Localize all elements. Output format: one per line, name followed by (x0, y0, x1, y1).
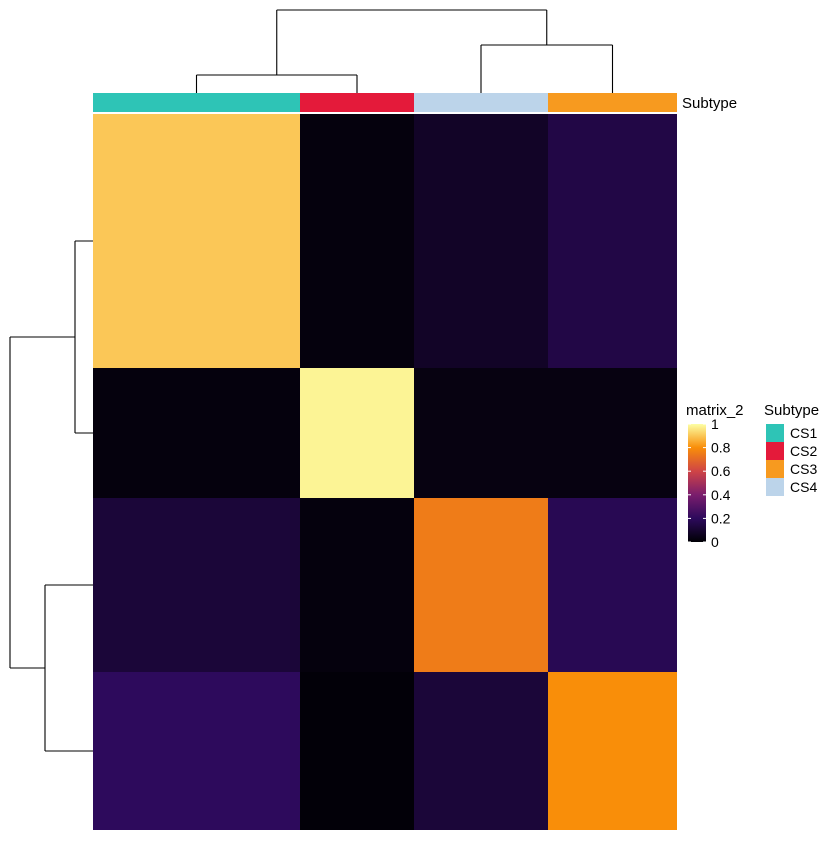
color-legend-tick-label: 0.4 (711, 487, 731, 503)
color-legend-title: matrix_2 (686, 402, 744, 419)
color-legend-tick-label: 0.2 (711, 510, 731, 526)
legend-swatch-cs1 (766, 424, 784, 442)
heatmap-cell-cs1-cs2 (300, 114, 414, 368)
annotation-segment-cs2 (300, 93, 414, 112)
legend-label-cs3: CS3 (790, 461, 817, 477)
heatmap-cell-cs2-cs3 (548, 368, 677, 498)
color-legend-tick-label: 0.8 (711, 440, 731, 456)
heatmap-cell-cs3-cs2 (300, 672, 414, 830)
annotation-segment-cs4 (414, 93, 548, 112)
subtype-legend-title: Subtype (764, 402, 819, 419)
legend-swatch-cs3 (766, 460, 784, 478)
row-dendrogram (9, 240, 93, 752)
heatmap-cell-cs2-cs1 (93, 368, 300, 498)
heatmap-cell-cs4-cs3 (548, 498, 677, 672)
legend-swatch-cs2 (766, 442, 784, 460)
heatmap-cell-cs4-cs1 (93, 498, 300, 672)
subtype-annotation-bar (93, 93, 677, 112)
legend-swatch-cs4 (766, 478, 784, 496)
annotation-segment-cs3 (548, 93, 677, 112)
heatmap-cell-cs4-cs4 (414, 498, 548, 672)
heatmap-cell-cs2-cs2 (300, 368, 414, 498)
heatmap-cell-cs1-cs1 (93, 114, 300, 368)
heatmap-cell-cs2-cs4 (414, 368, 548, 498)
legend-label-cs4: CS4 (790, 479, 817, 495)
heatmap-cell-cs3-cs1 (93, 672, 300, 830)
heatmap-cell-cs4-cs2 (300, 498, 414, 672)
heatmap-cell-cs3-cs3 (548, 672, 677, 830)
legend-label-cs2: CS2 (790, 443, 817, 459)
color-legend-bar (688, 424, 706, 542)
heatmap-cell-cs1-cs3 (548, 114, 677, 368)
annotation-segment-cs1 (93, 93, 300, 112)
color-legend-tick-label: 0 (711, 534, 719, 550)
color-legend-tick-label: 1 (711, 416, 719, 432)
heatmap-cell-cs3-cs4 (414, 672, 548, 830)
subtype-legend: Subtype CS1 CS2 CS3 CS4 (764, 402, 819, 496)
heatmap-body (93, 114, 677, 830)
heatmap-cell-cs1-cs4 (414, 114, 548, 368)
annotation-label: Subtype (682, 95, 737, 112)
color-legend-tick-label: 0.6 (711, 463, 731, 479)
legend-label-cs1: CS1 (790, 425, 817, 441)
color-scale-legend: matrix_2 0 0.2 0.4 0.6 0.8 1 (686, 402, 744, 550)
column-dendrogram (195, 9, 614, 93)
